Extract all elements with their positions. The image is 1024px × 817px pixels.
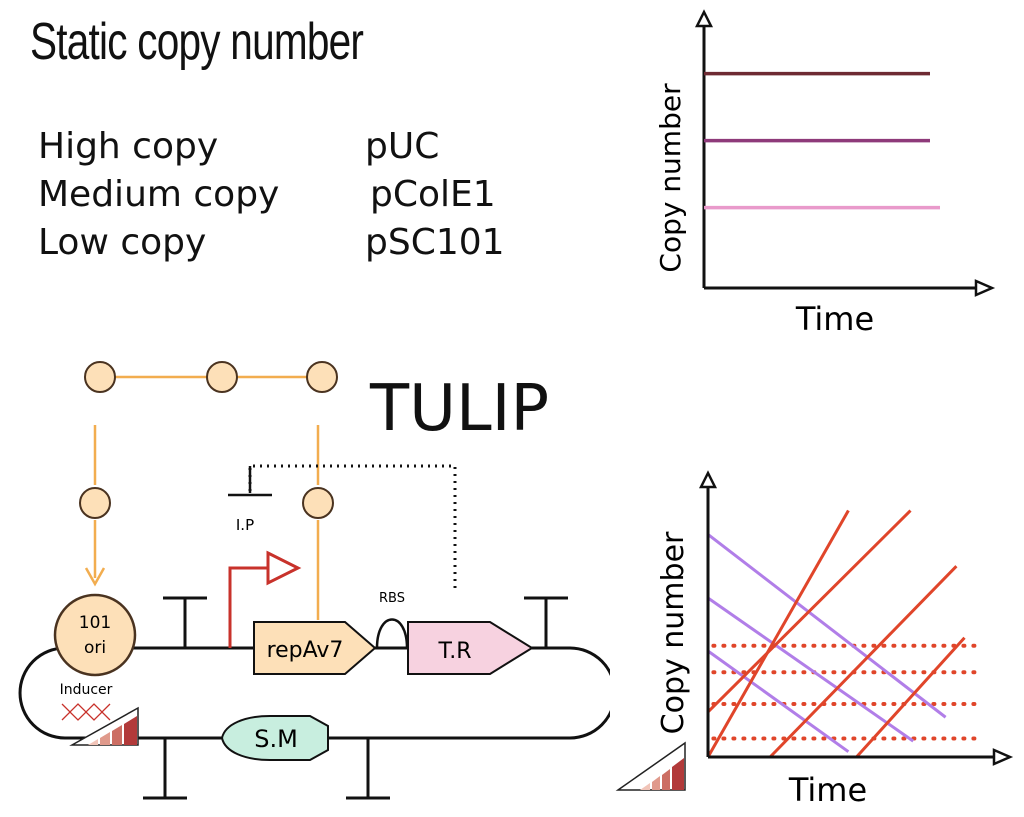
- ramp-bar: [100, 732, 110, 745]
- ori-label-1: 101: [79, 613, 111, 633]
- y-axis-arrow-icon: [698, 470, 718, 489]
- y-axis-label: Copy number: [654, 83, 687, 273]
- dynamic-chart-lines: [706, 509, 980, 759]
- inducer-label: Inducer: [60, 682, 113, 698]
- ramp-bar: [672, 758, 684, 790]
- tulip-label: TULIP: [370, 372, 550, 446]
- promoter-arrow-icon: [266, 550, 302, 586]
- rbs-label: RBS: [379, 591, 405, 606]
- gene-repav7-label: repAv7: [267, 638, 344, 663]
- static-copy-chart: Time Copy number: [654, 9, 996, 338]
- table-row-high-level: High copy: [38, 126, 219, 167]
- promoter-arrow: [228, 566, 268, 648]
- x-axis-arrow-icon: [974, 279, 996, 297]
- protein-node: [84, 361, 116, 393]
- table-row-high-plasmid: pUC: [365, 126, 440, 167]
- dynamic-copy-chart: Time Copy number: [615, 470, 1014, 809]
- inhibition-line: [248, 464, 457, 588]
- arrow-down-icon: [84, 567, 106, 587]
- y-axis-label: Copy number: [656, 531, 691, 734]
- inducer-molecule-icon: [61, 703, 111, 721]
- ramp-bar: [124, 716, 137, 745]
- gene-sm: [220, 715, 329, 761]
- rising-series-line: [706, 509, 912, 714]
- x-axis-arrow-icon: [992, 748, 1014, 766]
- gene-repav7: [253, 621, 377, 675]
- table-row-medium-plasmid: pColE1: [370, 174, 496, 215]
- x-axis-label: Time: [795, 300, 874, 338]
- falling-series-line: [707, 649, 850, 753]
- table-row-low-level: Low copy: [38, 222, 207, 263]
- rising-series-line: [855, 636, 966, 759]
- ramp-bar: [640, 783, 650, 790]
- ori-label-2: ori: [84, 638, 106, 658]
- rising-series-line: [769, 565, 958, 759]
- falling-series-line: [707, 533, 947, 719]
- ramp-bar: [652, 776, 660, 790]
- ramp-bar: [112, 725, 122, 745]
- table-row-low-plasmid: pSC101: [365, 222, 505, 263]
- protein-node: [302, 487, 334, 519]
- page-title: Static copy number: [30, 13, 364, 71]
- protein-node: [79, 487, 111, 519]
- tulip-circuit-diagram: I.P 101 ori repAv7 RBS T.R S.M Inducer: [18, 361, 610, 800]
- gene-tr-label: T.R: [437, 639, 471, 664]
- table-row-medium-level: Medium copy: [38, 174, 280, 215]
- ramp-bar: [662, 769, 670, 790]
- rbs-icon: [375, 618, 409, 649]
- rising-series-line: [706, 509, 850, 758]
- ip-label: I.P: [236, 516, 254, 534]
- ori-101: [53, 593, 137, 677]
- protein-node: [306, 361, 338, 393]
- gene-tr: [407, 621, 534, 675]
- ramp-bar: [88, 739, 98, 745]
- protein-node: [206, 361, 238, 393]
- falling-series-line: [707, 596, 915, 743]
- plasmid-backbone: [18, 646, 610, 740]
- y-axis-arrow-icon: [694, 9, 714, 28]
- gene-sm-label: S.M: [254, 725, 298, 753]
- x-axis-label: Time: [788, 771, 867, 809]
